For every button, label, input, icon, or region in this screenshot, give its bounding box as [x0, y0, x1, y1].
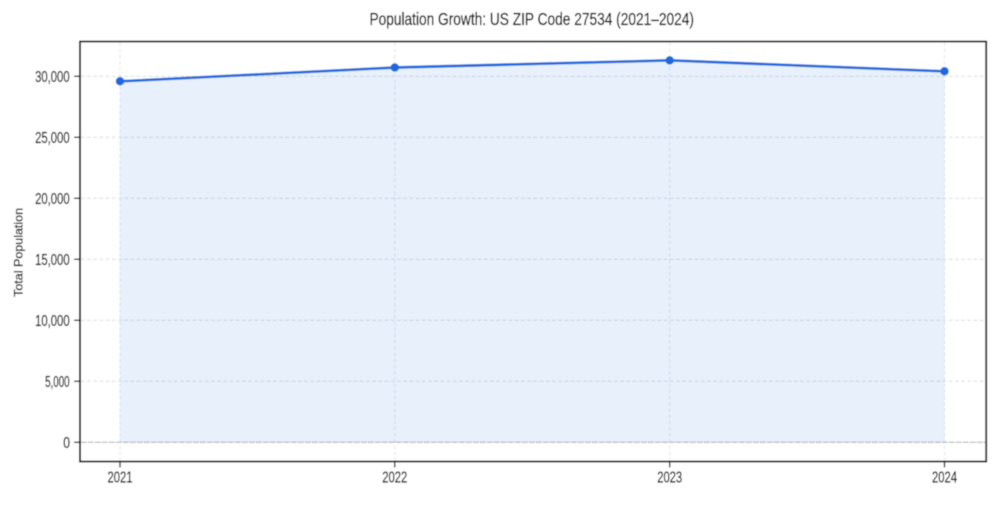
- svg-text:Population Growth: US ZIP Code: Population Growth: US ZIP Code 27534 (20…: [369, 10, 694, 29]
- svg-text:2024: 2024: [932, 470, 957, 487]
- svg-text:10,000: 10,000: [35, 313, 70, 330]
- svg-text:2021: 2021: [108, 470, 133, 487]
- svg-text:2023: 2023: [657, 470, 682, 487]
- svg-text:5,000: 5,000: [45, 374, 70, 391]
- svg-text:25,000: 25,000: [35, 130, 70, 147]
- svg-text:0: 0: [63, 435, 70, 452]
- svg-text:15,000: 15,000: [35, 252, 70, 269]
- svg-text:Total Population: Total Population: [12, 208, 26, 297]
- svg-text:20,000: 20,000: [35, 191, 70, 208]
- svg-text:30,000: 30,000: [35, 69, 70, 86]
- svg-text:2022: 2022: [382, 470, 407, 487]
